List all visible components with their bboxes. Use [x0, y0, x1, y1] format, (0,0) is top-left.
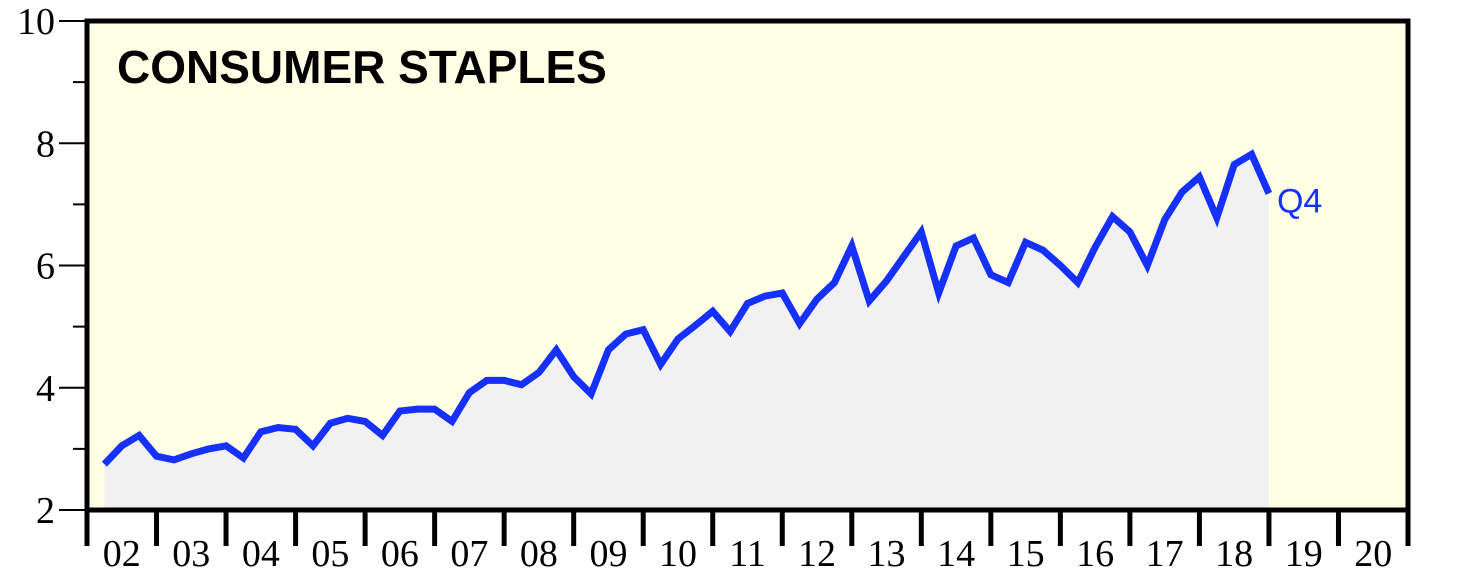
end-label: Q4: [1277, 182, 1322, 220]
x-axis-ticks: 02 03 04 05 06 07 08 09 10 11 12 13 14 15 16 17 18 19 20: [84, 510, 1411, 574]
x-tick-label: 11: [729, 533, 766, 574]
x-tick-label: 17: [1146, 533, 1184, 574]
x-tick-label: 02: [103, 533, 141, 574]
x-tick-label: 07: [450, 533, 488, 574]
y-tick-label: 4: [36, 368, 55, 410]
x-tick-label: 06: [381, 533, 419, 574]
chart-title: CONSUMER STAPLES: [117, 41, 607, 93]
x-tick-label: 09: [589, 533, 627, 574]
series-line: [101, 149, 1273, 467]
x-tick-label: 10: [659, 533, 697, 574]
y-tick-label: 10: [17, 1, 55, 43]
x-tick-label: 18: [1215, 533, 1253, 574]
y-tick-label: 8: [36, 123, 55, 165]
plot-frame: [84, 18, 1411, 513]
x-tick-label: 16: [1076, 533, 1114, 574]
x-tick-label: 05: [311, 533, 349, 574]
x-tick-label: 03: [172, 533, 210, 574]
x-tick-label: 08: [520, 533, 558, 574]
y-tick-label: 6: [36, 246, 55, 288]
x-tick-label: 19: [1285, 533, 1323, 574]
y-axis-ticks: 2 4 6 8 10: [17, 1, 87, 532]
x-tick-label: 20: [1354, 533, 1392, 574]
x-tick-label: 15: [1007, 533, 1045, 574]
x-tick-label: 12: [798, 533, 836, 574]
y-tick-label: 2: [36, 490, 55, 532]
x-tick-label: 13: [868, 533, 906, 574]
x-tick-label: 04: [242, 533, 280, 574]
x-tick-label: 14: [937, 533, 975, 574]
